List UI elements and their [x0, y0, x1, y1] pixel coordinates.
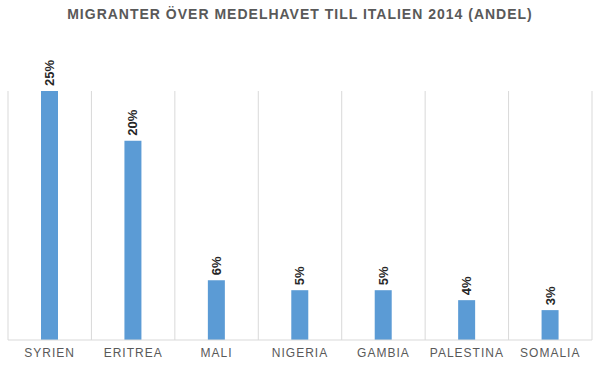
svg-text:4%: 4% — [459, 276, 474, 295]
svg-text:25%: 25% — [42, 60, 57, 86]
svg-text:PALESTINA: PALESTINA — [430, 346, 504, 360]
svg-text:20%: 20% — [125, 109, 140, 135]
svg-text:SOMALIA: SOMALIA — [520, 346, 580, 360]
svg-text:5%: 5% — [376, 266, 391, 285]
svg-text:NIGERIA: NIGERIA — [272, 346, 328, 360]
svg-text:ERITREA: ERITREA — [104, 346, 163, 360]
svg-text:3%: 3% — [543, 286, 558, 305]
html-text:MIGRANTER ÖVER MEDELHAVET TILL: MIGRANTER ÖVER MEDELHAVET TILL ITALIEN 2… — [67, 6, 533, 22]
svg-text:SYRIEN: SYRIEN — [24, 346, 75, 360]
svg-text:6%: 6% — [209, 256, 224, 275]
svg-text:5%: 5% — [292, 266, 307, 285]
svg-text:GAMBIA: GAMBIA — [357, 346, 410, 360]
svg-text:MALI: MALI — [201, 346, 233, 360]
